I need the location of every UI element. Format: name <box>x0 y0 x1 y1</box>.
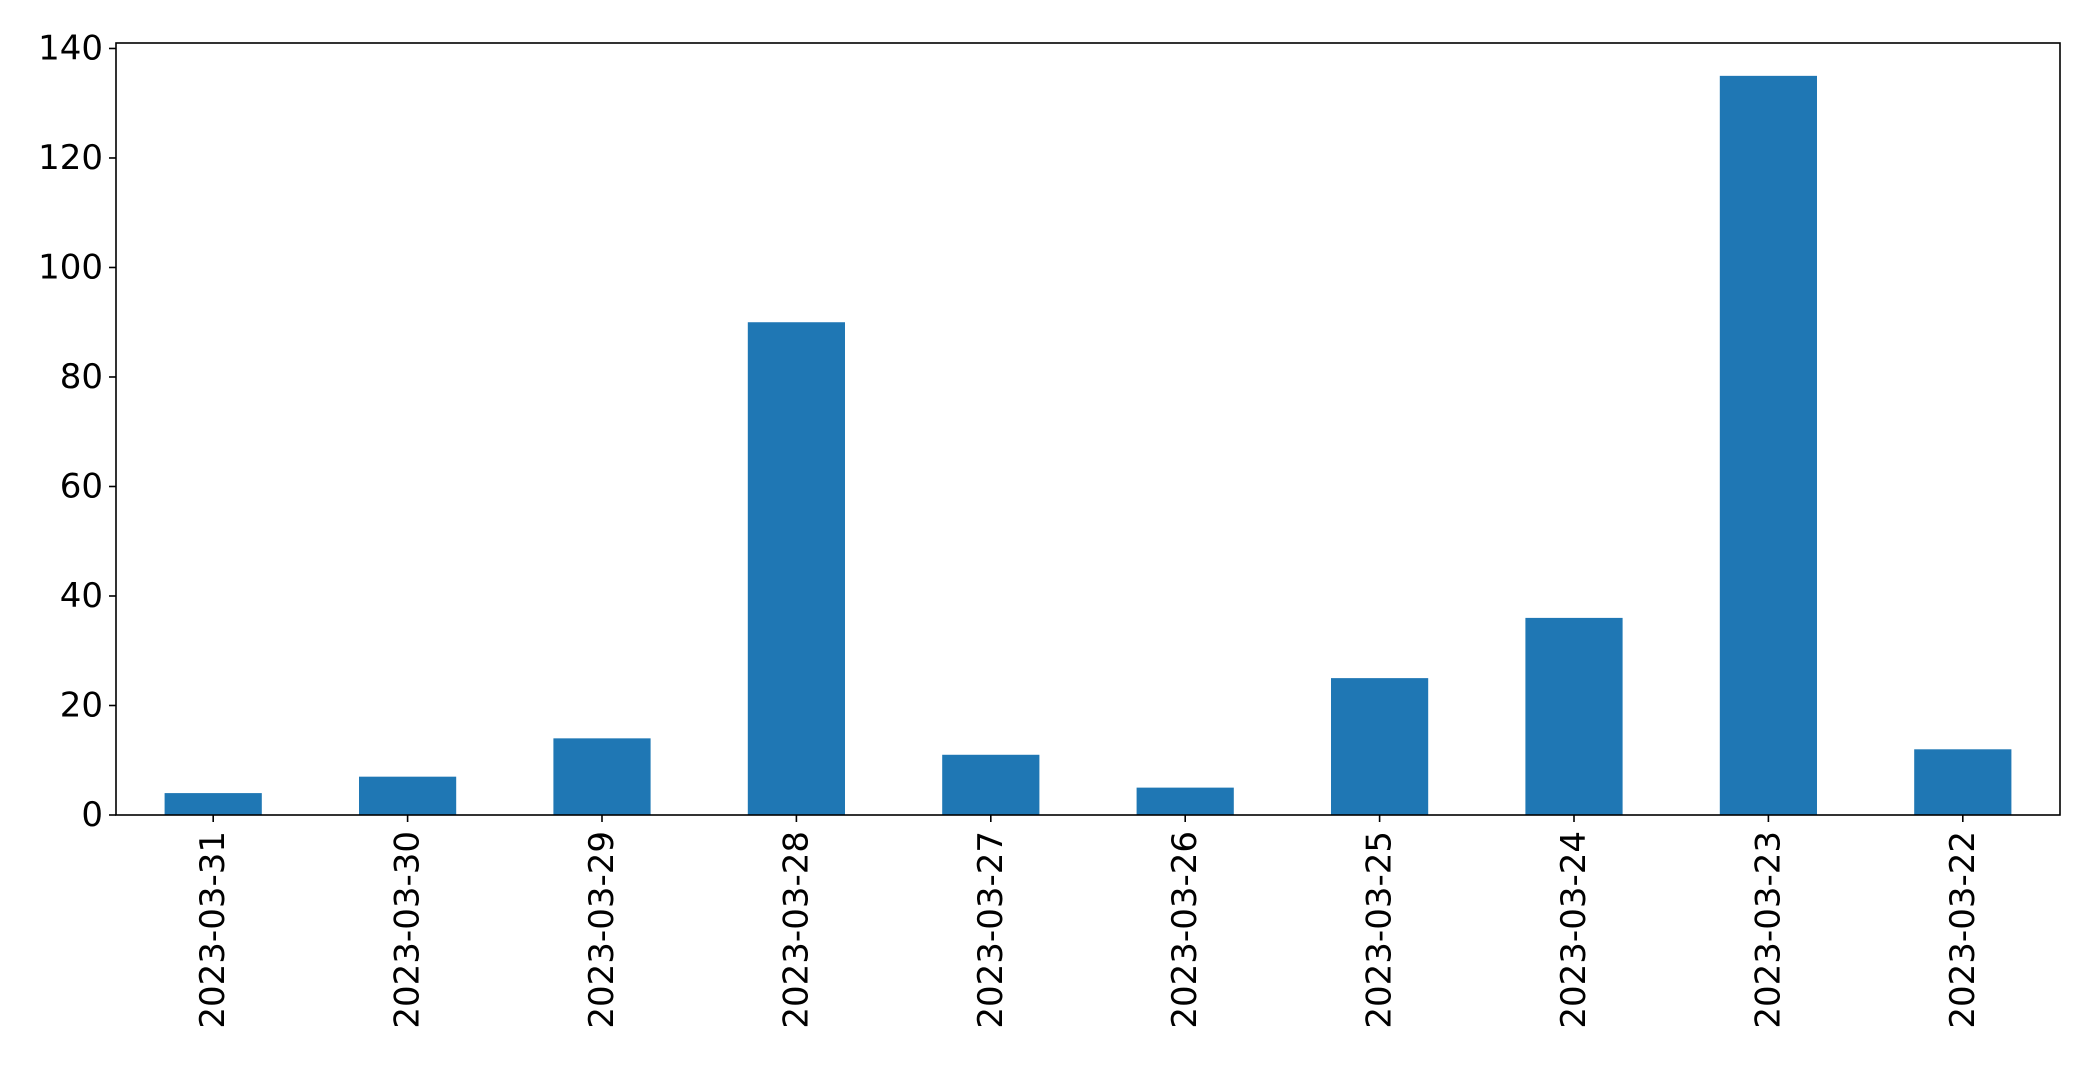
y-tick-label: 140 <box>38 28 103 68</box>
bar-2023-03-24 <box>1525 617 1623 815</box>
y-axis: 0 20 40 60 80 100 120 140 <box>38 28 116 835</box>
bar-2023-03-31 <box>164 793 262 815</box>
y-tick-label: 60 <box>60 466 103 506</box>
y-tick-label: 120 <box>38 138 103 178</box>
y-tick-label: 0 <box>81 795 103 835</box>
bar-2023-03-29 <box>553 738 651 815</box>
bar-2023-03-28 <box>747 322 845 815</box>
y-tick-label: 40 <box>60 576 103 616</box>
x-axis: 2023-03-31 2023-03-30 2023-03-29 2023-03-28… <box>193 815 1983 1029</box>
x-tick-label: 2023-03-22 <box>1943 831 1983 1029</box>
y-tick-label: 100 <box>38 247 103 287</box>
plot-frame <box>115 42 2061 816</box>
x-tick-label: 2023-03-30 <box>388 831 428 1029</box>
x-tick-label: 2023-03-29 <box>582 831 622 1029</box>
x-tick-label: 2023-03-24 <box>1554 831 1594 1029</box>
bar-2023-03-22 <box>1914 749 2012 815</box>
x-tick-label: 2023-03-27 <box>971 831 1011 1029</box>
bars-group <box>164 75 2012 815</box>
x-tick-label: 2023-03-23 <box>1748 831 1788 1029</box>
x-tick-label: 2023-03-26 <box>1165 831 1205 1029</box>
x-tick-label: 2023-03-31 <box>193 831 233 1029</box>
x-tick-label: 2023-03-25 <box>1360 831 1400 1029</box>
bar-2023-03-23 <box>1719 75 1817 815</box>
bar-2023-03-27 <box>942 754 1040 815</box>
bar-2023-03-25 <box>1331 678 1429 815</box>
y-tick-label: 20 <box>60 685 103 725</box>
y-tick-label: 80 <box>60 357 103 397</box>
x-tick-label: 2023-03-28 <box>776 831 816 1029</box>
bar-2023-03-26 <box>1136 787 1234 815</box>
bar-2023-03-30 <box>359 776 457 815</box>
